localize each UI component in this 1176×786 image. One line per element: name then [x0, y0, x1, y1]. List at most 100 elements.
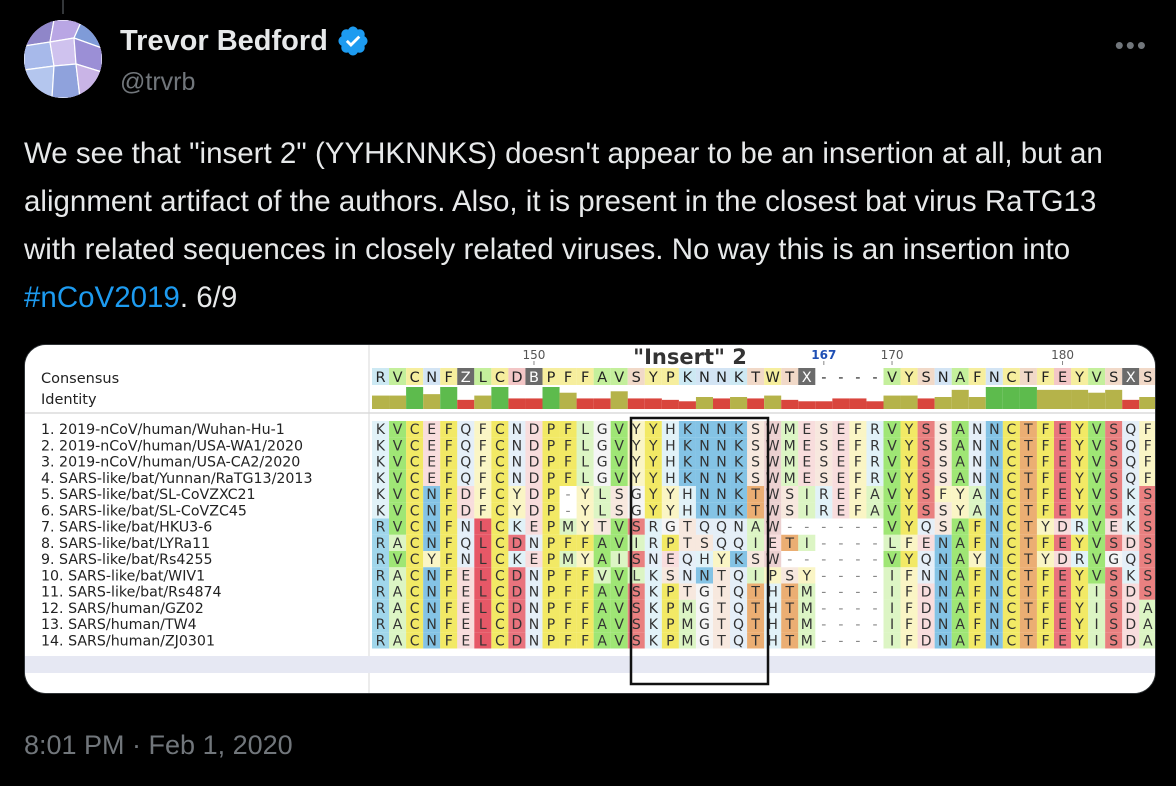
residue-cell [917, 567, 935, 584]
residue-cell [406, 632, 424, 649]
residue: Y [955, 503, 965, 519]
residue-cell [1105, 534, 1123, 551]
residue-cell [798, 453, 816, 470]
residue: C [1006, 471, 1016, 487]
more-options-icon[interactable]: ••• [1114, 30, 1148, 60]
residue-cell [508, 567, 526, 584]
residue: T [784, 601, 794, 617]
residue: A [955, 455, 965, 471]
residue: G [699, 633, 710, 649]
residue: F [445, 438, 453, 454]
residue: Y [580, 520, 590, 536]
residue-cell [934, 421, 952, 438]
residue-cell [372, 632, 390, 649]
residue: Q [921, 552, 932, 568]
residue: F [1041, 617, 1049, 633]
residue-cell [781, 534, 799, 551]
identity-bar [730, 397, 748, 409]
residue: E [836, 503, 845, 519]
identity-bar [389, 395, 407, 409]
residue: F [854, 503, 862, 519]
residue-cell [678, 486, 696, 503]
residue-cell [713, 551, 731, 568]
residue: Y [580, 487, 590, 503]
ruler-tick-label-2: 170 [881, 348, 904, 362]
residue: E [1058, 438, 1067, 454]
residue: V [393, 503, 403, 519]
residue: - [872, 601, 877, 617]
residue-cell [474, 421, 492, 438]
residue-cell [1122, 551, 1140, 568]
residue-cell [1088, 534, 1106, 551]
residue-cell [695, 599, 713, 616]
residue: C [495, 568, 505, 584]
residue-cell [1019, 534, 1037, 551]
residue: - [821, 601, 826, 617]
tweet-image[interactable]: 150 167 170 180 "Insert" 2 Consensus Identi… [24, 344, 1156, 694]
consensus-residue: N [699, 370, 710, 386]
residue-cell [730, 616, 748, 633]
residue-cell [440, 567, 458, 584]
residue-cell [1002, 469, 1020, 486]
tweet-timestamp[interactable]: 8:01 PM · Feb 1, 2020 [24, 730, 293, 760]
author-handle[interactable]: @trvrb [120, 68, 196, 96]
residue: N [699, 471, 709, 487]
residue: S [1143, 568, 1152, 584]
residue-cell [491, 567, 509, 584]
residue: T [784, 585, 794, 601]
avatar[interactable] [24, 20, 102, 98]
residue: L [888, 536, 896, 552]
residue-cell [610, 632, 628, 649]
residue: S [922, 487, 931, 503]
residue-cell [951, 486, 969, 503]
residue: Y [904, 455, 914, 471]
residue-cell [1122, 599, 1140, 616]
residue: E [530, 552, 539, 568]
residue: S [922, 471, 931, 487]
residue: A [955, 422, 965, 438]
residue: F [564, 568, 572, 584]
residue: A [870, 487, 880, 503]
residue: S [1143, 585, 1152, 601]
residue: C [410, 471, 420, 487]
hashtag-link[interactable]: #nCoV2019 [24, 281, 180, 314]
residue: F [564, 617, 572, 633]
residue-cell [1139, 599, 1155, 616]
residue-cell [542, 421, 560, 438]
residue: F [854, 422, 862, 438]
residue: Y [580, 552, 590, 568]
residue: T [1023, 617, 1033, 633]
residue: P [666, 633, 674, 649]
residue-cell [1088, 567, 1106, 584]
residue: I [890, 568, 894, 584]
residue-cell [1002, 502, 1020, 519]
residue-cell [372, 502, 390, 519]
consensus-residue: N [989, 370, 1000, 386]
residue: K [649, 617, 659, 633]
residue: C [495, 617, 505, 633]
residue: V [393, 520, 403, 536]
residue-cell [525, 469, 543, 486]
residue: Y [648, 471, 658, 487]
residue-cell [968, 469, 986, 486]
residue-cell [372, 567, 390, 584]
residue-cell [1105, 421, 1123, 438]
residue-cell [1105, 599, 1123, 616]
residue: I [634, 536, 638, 552]
residue: F [973, 520, 981, 536]
residue-cell [1105, 469, 1123, 486]
residue: E [802, 422, 811, 438]
residue-cell [747, 567, 765, 584]
residue: K [683, 471, 693, 487]
residue-cell [815, 437, 833, 454]
residue-cell [576, 518, 594, 535]
residue-cell [423, 616, 441, 633]
residue-cell [542, 534, 560, 551]
residue: C [410, 552, 420, 568]
residue: - [838, 601, 843, 617]
author-display-name-row[interactable]: Trevor Bedford [120, 24, 370, 58]
residue: S [785, 487, 794, 503]
residue-cell [1071, 567, 1089, 584]
residue: F [564, 471, 572, 487]
author-display-name[interactable]: Trevor Bedford [120, 24, 328, 57]
